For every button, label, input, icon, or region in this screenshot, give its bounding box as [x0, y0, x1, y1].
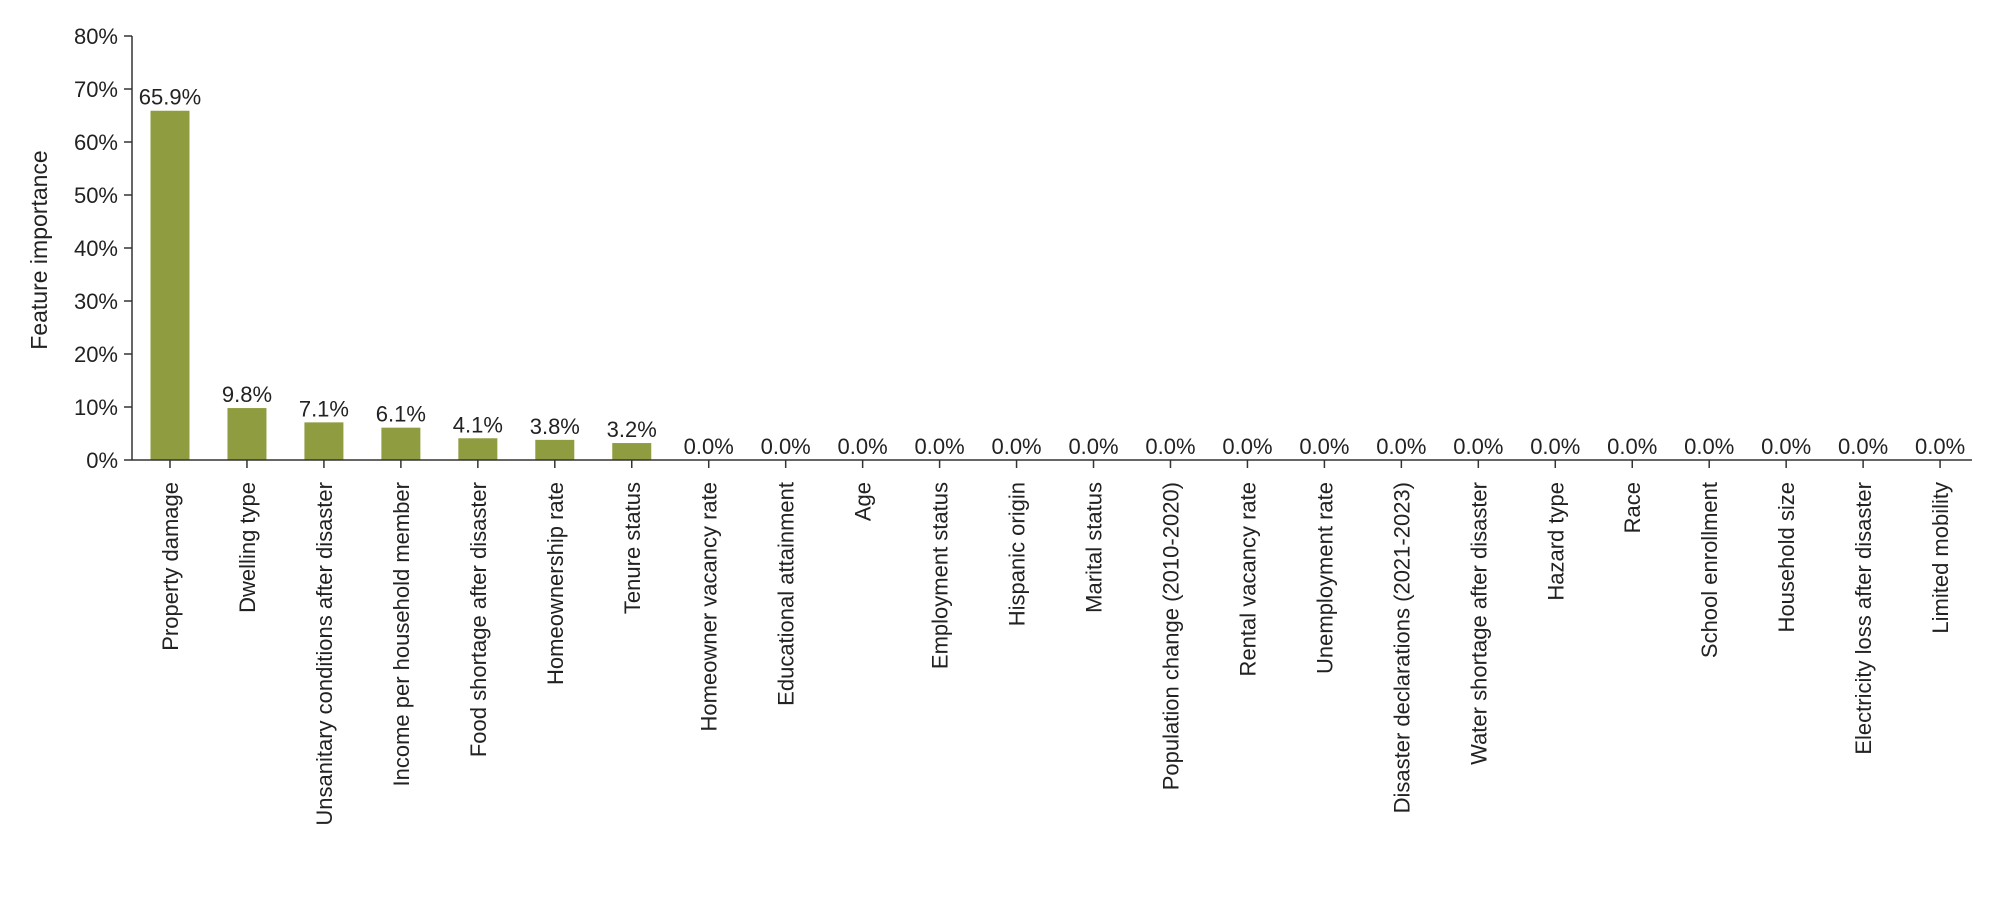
x-tick-label: Food shortage after disaster: [466, 482, 491, 757]
x-tick-label: Marital status: [1082, 482, 1107, 613]
y-tick-label: 50%: [74, 183, 118, 208]
bar: [227, 408, 267, 460]
x-tick-label: Race: [1620, 482, 1645, 533]
x-tick-label: Dwelling type: [235, 482, 260, 613]
x-tick-label: Educational attainment: [774, 482, 799, 706]
bar-value-label: 3.2%: [607, 417, 657, 442]
bar-value-label: 7.1%: [299, 396, 349, 421]
y-tick-label: 60%: [74, 130, 118, 155]
bar-value-label: 0.0%: [1299, 434, 1349, 459]
x-tick-label: Income per household member: [389, 482, 414, 787]
x-tick-label: Homeowner vacancy rate: [697, 482, 722, 731]
bar-value-label: 0.0%: [1068, 434, 1118, 459]
bar-value-label: 0.0%: [1607, 434, 1657, 459]
x-tick-label: Rental vacancy rate: [1235, 482, 1260, 676]
bar: [612, 443, 652, 460]
x-tick-label: Homeownership rate: [543, 482, 568, 685]
bar-labels-group: 65.9% 9.8% 7.1% 6.1% 4.1% 3.8% 3.2% 0.0% 0.0% 0.0…: [139, 85, 1965, 459]
x-tick-label: Hazard type: [1543, 482, 1568, 601]
x-tick-label: Household size: [1774, 482, 1799, 632]
x-tick-label: Property damage: [158, 482, 183, 651]
bar: [150, 110, 190, 460]
bar-value-label: 0.0%: [1376, 434, 1426, 459]
x-tick-label: Unsanitary conditions after disaster: [312, 482, 337, 826]
y-tick-label: 70%: [74, 77, 118, 102]
bar-value-label: 0.0%: [1684, 434, 1734, 459]
y-tick-label: 20%: [74, 342, 118, 367]
bar-value-label: 0.0%: [684, 434, 734, 459]
x-tick-label: Disaster declarations (2021-2023): [1389, 482, 1414, 813]
bar-value-label: 6.1%: [376, 402, 426, 427]
bar: [304, 422, 344, 460]
bar-value-label: 65.9%: [139, 85, 201, 110]
bar-value-label: 0.0%: [838, 434, 888, 459]
bar-value-label: 9.8%: [222, 382, 272, 407]
y-tick-label: 80%: [74, 24, 118, 49]
y-tick-label: 10%: [74, 395, 118, 420]
bar-value-label: 0.0%: [991, 434, 1041, 459]
bar-value-label: 0.0%: [1915, 434, 1965, 459]
bar-value-label: 0.0%: [1838, 434, 1888, 459]
bar: [458, 438, 498, 460]
y-axis-title: Feature importance: [26, 150, 52, 349]
x-axis: Property damage Dwelling type Unsanitary c…: [132, 459, 1972, 826]
bars-group: [150, 110, 652, 460]
bar-value-label: 0.0%: [761, 434, 811, 459]
y-tick-label: 30%: [74, 289, 118, 314]
x-tick-label: Hispanic origin: [1005, 482, 1030, 626]
bar-value-label: 4.1%: [453, 412, 503, 437]
y-tick-label: 0%: [86, 448, 118, 473]
bar-value-label: 0.0%: [1222, 434, 1272, 459]
bar-value-label: 3.8%: [530, 414, 580, 439]
bar: [381, 427, 421, 460]
bar-value-label: 0.0%: [1453, 434, 1503, 459]
x-tick-label: Water shortage after disaster: [1466, 482, 1491, 765]
x-tick-label: School enrollment: [1697, 482, 1722, 658]
y-tick-label: 40%: [74, 236, 118, 261]
x-tick-label: Employment status: [928, 482, 953, 669]
x-tick-label: Tenure status: [620, 482, 645, 614]
x-tick-label: Age: [851, 482, 876, 521]
x-tick-label: Limited mobility: [1928, 482, 1953, 634]
x-tick-label: Electricity loss after disaster: [1851, 482, 1876, 755]
bar-value-label: 0.0%: [915, 434, 965, 459]
bar-value-label: 0.0%: [1145, 434, 1195, 459]
x-tick-label: Unemployment rate: [1312, 482, 1337, 674]
y-axis: 0% 10% 20% 30% 40% 50% 60% 70% 80%: [74, 24, 133, 473]
bar: [535, 439, 575, 460]
x-tick-label: Population change (2010-2020): [1158, 482, 1183, 790]
bar-value-label: 0.0%: [1761, 434, 1811, 459]
bar-value-label: 0.0%: [1530, 434, 1580, 459]
